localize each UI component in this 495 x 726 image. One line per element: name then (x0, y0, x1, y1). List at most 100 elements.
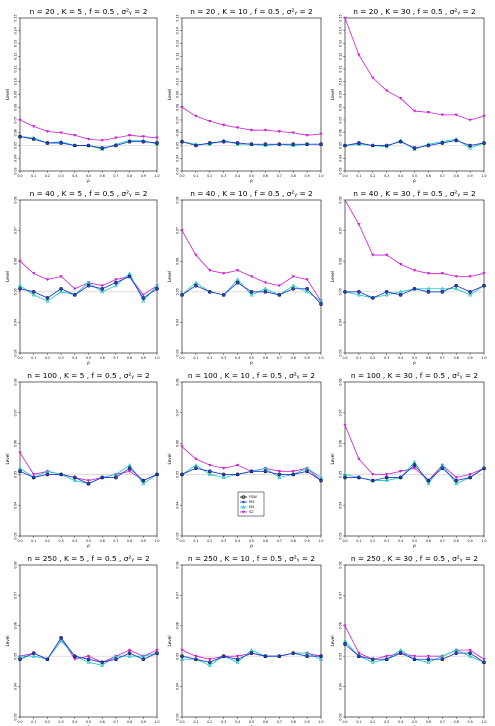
point-m3 (208, 470, 211, 473)
point-m2 (179, 657, 185, 661)
x-tick-label: 0.7 (277, 174, 282, 178)
point-m3 (180, 293, 184, 297)
legend-label: S2 (249, 510, 254, 514)
x-tick-label: 0.4 (398, 539, 403, 543)
x-tick-label: 0.0 (179, 356, 184, 360)
point-s2 (482, 114, 486, 118)
x-tick-label: 0.9 (141, 356, 146, 360)
point-fsw (127, 274, 132, 279)
y-tick-label: 0.07 (176, 409, 180, 416)
point-fsw (426, 478, 431, 483)
point-m3 (343, 144, 347, 147)
series-fsw (18, 134, 159, 150)
x-tick-label: 0.0 (342, 174, 347, 178)
point-m3 (455, 284, 458, 287)
point-s2 (86, 654, 91, 658)
x-tick-label: 0.3 (221, 356, 226, 360)
point-m3 (264, 290, 267, 293)
panel-7: n = 100 , K = 5 , f = 0.5 , σ²ᵧ = 20.030… (5, 371, 160, 548)
series-s2 (343, 16, 486, 122)
y-tick-label: 0.04 (14, 319, 18, 326)
y-tick-label: 0.07 (339, 116, 343, 123)
point-m3 (114, 658, 118, 661)
series-m3 (343, 284, 486, 300)
point-m2 (263, 286, 268, 291)
x-tick-label: 0.7 (440, 356, 445, 360)
point-s2 (385, 89, 389, 93)
point-s2 (208, 657, 212, 661)
x-tick-label: 1.0 (318, 174, 323, 178)
point-m3 (87, 658, 90, 661)
point-s2 (468, 275, 472, 279)
point-m3 (101, 476, 104, 479)
point-m3 (468, 651, 472, 655)
point-m2 (426, 286, 431, 291)
x-tick-label: 0.9 (305, 720, 310, 724)
series-line-s2 (344, 17, 485, 121)
y-axis-label: Level (5, 271, 10, 282)
series-line-s2 (344, 625, 485, 660)
point-s2 (291, 275, 295, 279)
x-axis-label: ρ (250, 724, 253, 726)
point-m2 (59, 289, 64, 294)
point-fsw (482, 466, 486, 471)
point-s2 (18, 259, 22, 263)
x-tick-label: 0.6 (426, 356, 431, 360)
x-tick-label: 1.0 (481, 356, 486, 360)
series-m3 (18, 275, 159, 300)
point-s2 (45, 130, 50, 134)
x-tick-label: 1.0 (154, 539, 159, 543)
x-tick-label: 0.1 (356, 356, 361, 360)
x-tick-label: 0.1 (193, 539, 198, 543)
point-m2 (100, 663, 105, 667)
y-tick-label: 0.03 (176, 349, 180, 356)
x-tick-label: 0.2 (45, 356, 50, 360)
x-tick-label: 0.9 (305, 356, 310, 360)
point-s2 (235, 463, 240, 467)
x-tick-label: 1.0 (318, 539, 323, 543)
point-s2 (454, 275, 458, 279)
point-s2 (371, 76, 375, 80)
point-s2 (127, 470, 132, 473)
point-s2 (194, 654, 198, 658)
point-s2 (180, 229, 184, 233)
point-s2 (86, 479, 91, 483)
point-m2 (100, 289, 105, 294)
y-tick-label: 0.03 (176, 532, 180, 539)
x-tick-label: 0.8 (454, 720, 459, 724)
point-m2 (468, 654, 473, 658)
point-s2 (235, 269, 240, 272)
x-axis-label: ρ (87, 543, 90, 548)
series-line-s2 (19, 452, 158, 482)
point-s2 (385, 654, 389, 658)
x-tick-label: 0.0 (179, 174, 184, 178)
point-m3 (482, 661, 486, 664)
point-s2 (73, 134, 77, 137)
point-m2 (17, 283, 23, 288)
x-tick-label: 0.9 (141, 720, 146, 724)
point-m2 (263, 466, 268, 470)
x-tick-label: 0.7 (277, 356, 282, 360)
point-m2 (342, 472, 348, 476)
y-tick-label: 0.05 (176, 142, 180, 149)
point-fsw (482, 283, 486, 288)
point-m3 (114, 144, 118, 147)
y-tick-label: 0.04 (14, 502, 18, 509)
x-tick-label: 1.0 (154, 174, 159, 178)
y-tick-label: 0.08 (176, 378, 180, 385)
panel-title: n = 40 , K = 30 , f = 0.5 , σ²ᵧ = 2 (353, 189, 476, 198)
y-axis-label: Level (5, 89, 10, 100)
point-m3 (482, 467, 486, 470)
point-m3 (399, 140, 402, 143)
x-tick-label: 0.3 (221, 539, 226, 543)
point-m3 (357, 290, 361, 293)
x-tick-label: 0.8 (127, 720, 132, 724)
panel-title: n = 40 , K = 5 , f = 0.5 , σ²ᵧ = 2 (30, 189, 148, 198)
plot-frame (181, 17, 322, 172)
point-s2 (277, 130, 281, 134)
point-m2 (141, 298, 146, 303)
x-tick-label: 0.9 (141, 539, 146, 543)
x-tick-label: 0.0 (17, 720, 22, 724)
y-tick-label: 0.05 (339, 471, 343, 478)
series-m3 (180, 467, 323, 482)
